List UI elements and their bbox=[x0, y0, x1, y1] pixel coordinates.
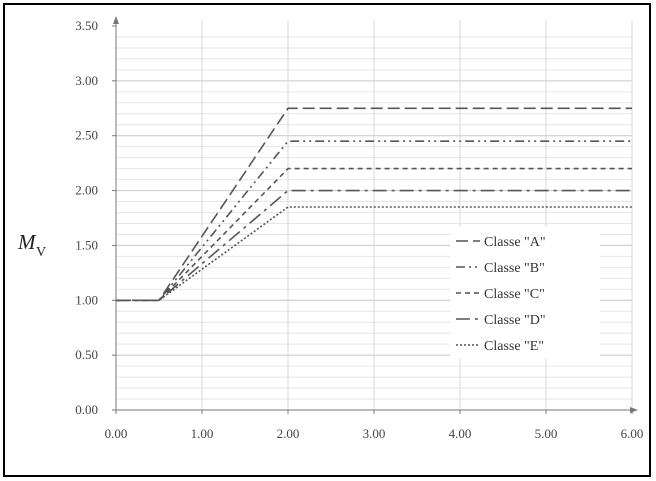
y-tick-label: 3.50 bbox=[75, 18, 98, 33]
legend-label: Classe "C" bbox=[484, 287, 545, 302]
y-axis-arrow bbox=[113, 16, 119, 24]
y-tick-label: 0.50 bbox=[75, 347, 98, 362]
legend-label: Classe "D" bbox=[484, 313, 546, 328]
series-line-e bbox=[116, 206, 632, 302]
x-tick-label: 4.00 bbox=[449, 426, 472, 441]
x-tick-label: 2.00 bbox=[277, 426, 300, 441]
legend-label: Classe "B" bbox=[484, 261, 545, 276]
y-tick-label: 3.00 bbox=[75, 73, 98, 88]
y-axis-label-main: M bbox=[17, 230, 37, 254]
x-axis-arrow bbox=[630, 407, 638, 413]
x-tick-label: 1.00 bbox=[191, 426, 214, 441]
axes bbox=[112, 16, 638, 414]
x-tick-label: 5.00 bbox=[535, 426, 558, 441]
y-tick-label: 1.50 bbox=[75, 237, 98, 252]
legend-label: Classe "E" bbox=[484, 339, 544, 354]
tick-labels: 0.00 0.50 1.00 1.50 2.00 2.50 3.00 3.50 0.00 1.00… bbox=[75, 18, 643, 441]
y-tick-label: 1.00 bbox=[75, 292, 98, 307]
series-group bbox=[116, 107, 632, 302]
legend-label: Classe "A" bbox=[484, 235, 546, 250]
y-tick-label: 0.00 bbox=[75, 402, 98, 417]
x-tick-label: 0.00 bbox=[105, 426, 128, 441]
y-tick-label: 2.00 bbox=[75, 183, 98, 198]
y-axis-label-sub: V bbox=[36, 245, 46, 260]
x-tick-label: 3.00 bbox=[363, 426, 386, 441]
series-line-b bbox=[116, 140, 632, 302]
y-tick-label: 2.50 bbox=[75, 128, 98, 143]
x-tick-label: 6.00 bbox=[621, 426, 644, 441]
legend: Classe "A" Classe "B" Classe "C" Classe "D"… bbox=[450, 227, 600, 359]
y-axis-label: M V bbox=[17, 230, 46, 260]
